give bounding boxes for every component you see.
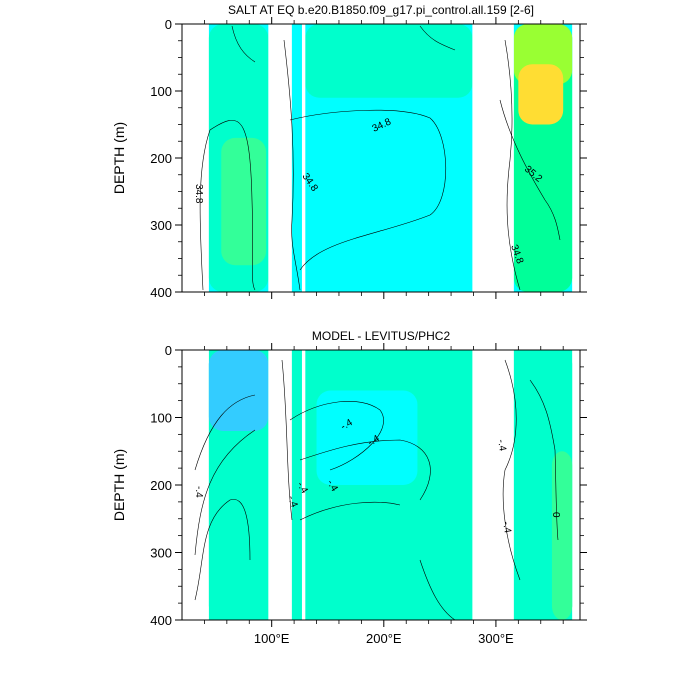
land-gap [301,350,306,620]
y-tick-label: 100 [150,411,172,426]
contour-line [504,39,521,291]
contour-label: -.4 [324,478,340,494]
y-tick-label: 0 [165,343,172,358]
y-axis-label: DEPTH (m) [111,122,127,194]
salinity-region [551,451,573,620]
x-tick-label: 300°E [478,631,514,646]
contour-label: -.4 [294,480,310,496]
salinity-region [208,350,269,431]
y-axis-label: DEPTH (m) [111,449,127,521]
contour-line [231,25,256,63]
contour-label: -.4 [495,439,508,453]
axes: 0 100 200 300 400 100°E 200°E 300°E [150,343,587,646]
salinity-region [221,137,267,266]
axes: 0 100 200 300 400 [150,17,587,300]
land-gap [268,24,292,292]
contour-line [194,499,251,601]
y-tick-label: 100 [150,84,172,99]
y-tick-label: 200 [150,151,172,166]
salinity-region [316,390,418,485]
contour-line [194,429,256,556]
contour-label: 0 [550,512,561,518]
land-gap [301,24,306,292]
panel-title: MODEL - LEVITUS/PHC2 [312,329,451,343]
contour-line [419,559,456,620]
y-tick-label: 300 [150,218,172,233]
contour-label: -.4 [366,433,382,449]
contour-line [499,99,561,241]
land-gap [472,350,514,620]
contour-label: 34.8 [193,184,204,204]
contour-line [289,109,446,271]
y-tick-label: 400 [150,285,172,300]
y-tick-label: 200 [150,478,172,493]
contour-line [281,359,293,521]
contour-line [419,25,456,51]
anomaly-panel: MODEL - LEVITUS/PHC2 DEPTH (m) -.4 -.4 -… [111,329,587,646]
panel-title: SALT AT EQ b.e20.B1850.f09_g17.pi_contro… [228,3,534,17]
contour-label: -.4 [193,486,204,498]
contour-label: -.4 [500,521,513,535]
y-tick-label: 300 [150,546,172,561]
contour-line [194,394,256,471]
contour-line [283,39,301,291]
plot-area [208,24,573,292]
y-tick-label: 400 [150,613,172,628]
contour-line [199,120,256,291]
contour-line [502,359,521,581]
salt-panel: SALT AT EQ b.e20.B1850.f09_g17.pi_contro… [111,3,587,300]
y-tick-label: 0 [165,17,172,32]
land-gap [268,350,292,620]
contour-line [529,379,559,541]
contour-label: -.4 [339,417,355,433]
salinity-region [305,24,473,98]
contour-lines [199,25,561,291]
contour-line [299,439,431,501]
contour-label: -.4 [285,494,299,509]
land-gap [472,24,514,292]
salinity-region [518,64,564,125]
x-tick-label: 100°E [254,631,290,646]
plot-area [208,350,573,620]
contour-line [299,501,401,521]
x-tick-label: 200°E [366,631,402,646]
